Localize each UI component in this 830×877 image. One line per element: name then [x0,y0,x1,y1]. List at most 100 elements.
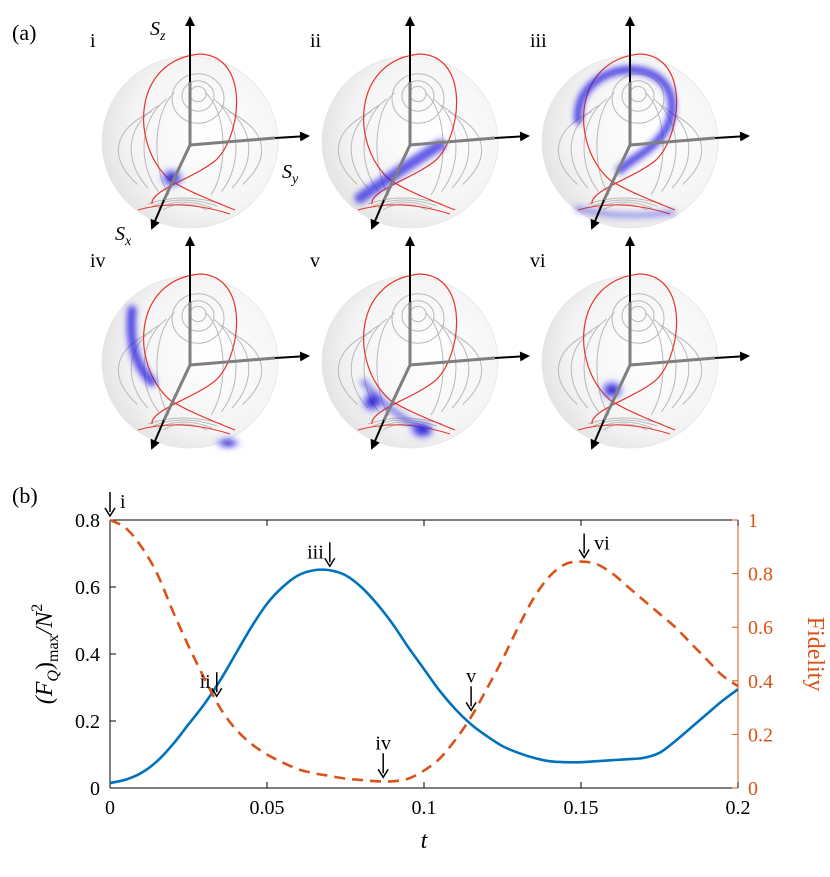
annotation-ii: ii [200,671,223,698]
contour-arc [602,423,648,431]
axis-x-inner [162,144,192,201]
density-streak [354,139,446,204]
axis-y-arrow [714,351,750,362]
contour-line [557,331,592,405]
annotation-label: iii [307,541,324,563]
x-axis-label: t [421,828,429,854]
annotation-label: i [120,491,126,513]
x-tick-label: 0 [105,797,115,819]
annotation-arrow-head [377,768,389,779]
annotation-iv: iv [375,732,391,779]
contour-arc [152,199,218,207]
annotation-arrow-head [465,701,477,712]
y-tick-label-left: 0.6 [75,577,100,599]
density-blob [126,305,242,449]
contour-arc [592,199,658,207]
contour-line [652,98,677,192]
separatrix-lower [137,204,231,215]
y-tick-label-left: 0.4 [75,644,100,666]
y-tick-label-right: 1 [748,510,758,532]
axes [370,16,530,230]
separatrix-lower [137,424,231,435]
y-axis-label-right: Fidelity [802,617,828,692]
annotation-arrow-head [324,557,336,568]
y-tick-label-right: 0.8 [748,564,773,586]
axis-y-inner [189,136,276,147]
axis-x-arrow [370,199,385,230]
sphere-label: v [310,250,320,272]
x-tick-label: 0.1 [412,797,437,819]
contour-line [117,111,152,185]
panel-b-label: (b) [12,483,38,508]
annotation-i: i [104,491,126,518]
axis-y-inner [629,356,716,367]
contour-arc [372,199,438,207]
axis-x-arrow [150,419,165,450]
contour-line [432,98,457,192]
contour-line [117,331,152,405]
sphere-label: vi [530,250,546,272]
sphere-iv: iv [90,236,310,450]
axis-x-arrow [370,419,385,450]
density-arc-lower [574,205,676,219]
contour-line [130,104,160,189]
fisher-information-line [109,568,739,785]
sphere-label: iii [530,30,547,52]
sphere-label: i [90,30,96,52]
x-tick-label: 0.2 [726,797,751,819]
contour-loop [621,80,655,112]
axis-label-x: Sx [115,223,132,249]
contour-line [212,98,237,192]
density-blob [573,65,677,219]
axis-x-inner [162,364,192,421]
density-peak [599,379,625,401]
y-tick-label-right: 0 [748,778,758,800]
annotation-label: vi [594,533,610,555]
axis-y-arrow [494,351,530,362]
contour-line [350,104,380,189]
contour-loop [181,80,215,112]
x-tick-label: 0.05 [250,797,285,819]
axis-y-arrow [274,131,310,142]
contour-line [337,111,372,185]
axis-y-inner [409,356,496,367]
contour-loop [171,293,225,344]
sphere-ii: ii [310,16,530,230]
y-tick-label-left: 0.8 [75,510,100,532]
panel-a-label: (a) [12,20,36,45]
sphere-label: iv [90,250,106,272]
axis-x-arrow [150,199,165,230]
contour-line [143,98,168,192]
contour-loop [401,80,435,112]
y-tick-label-right: 0.4 [748,671,773,693]
contour-loop [401,300,435,332]
density-blob [354,139,446,204]
axis-y-inner [409,136,496,147]
contour-line [596,92,615,196]
sphere-vi: vi [530,236,750,450]
fidelity-dashed-line [109,518,739,783]
axis-x-inner [602,364,632,421]
contour-arc [382,203,428,211]
axis-x-arrow [590,419,605,450]
axes [370,236,530,450]
contour-line [583,98,608,192]
contour-arc [602,203,648,211]
separatrix-curve [363,53,458,211]
axis-y-arrow [274,351,310,362]
contour-loop [391,293,445,344]
y-tick-label-left: 0 [90,778,100,800]
density-blob [599,379,625,401]
contour-line [228,331,263,405]
separatrix-lower [357,424,451,435]
contour-line [143,318,168,412]
contour-arc [162,203,208,211]
contour-line [130,324,160,409]
contour-line [668,111,703,185]
y-tick-label-right: 0.6 [748,617,773,639]
sphere-v: v [310,236,530,450]
contour-line [596,312,615,416]
contour-loop [181,300,215,332]
y-tick-label-left: 0.2 [75,711,100,733]
